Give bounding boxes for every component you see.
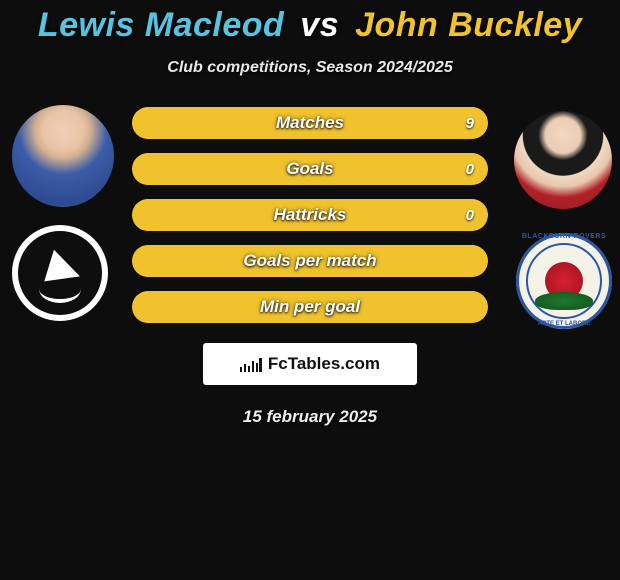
subtitle: Club competitions, Season 2024/2025 bbox=[0, 59, 620, 77]
title-player2: John Buckley bbox=[355, 6, 582, 44]
rose-icon bbox=[545, 262, 583, 300]
stat-bar: Goals0 bbox=[132, 153, 488, 185]
title: Lewis Macleod vs John Buckley bbox=[0, 6, 620, 45]
badge-text-top: BLACKBURN ROVERS bbox=[516, 233, 612, 240]
player1-club-badge bbox=[12, 225, 108, 321]
comparison-card: Lewis Macleod vs John Buckley Club compe… bbox=[0, 0, 620, 427]
title-player1: Lewis Macleod bbox=[38, 6, 284, 44]
bar-value-right: 0 bbox=[466, 207, 474, 224]
badge-text-bottom: ARTE ET LABORE bbox=[516, 321, 612, 327]
bar-label: Min per goal bbox=[132, 297, 488, 317]
attribution-badge: FcTables.com bbox=[203, 343, 417, 385]
bar-label: Goals per match bbox=[132, 251, 488, 271]
attribution-text: FcTables.com bbox=[268, 354, 380, 374]
right-column: BLACKBURN ROVERS ARTE ET LABORE bbox=[502, 105, 612, 329]
left-column bbox=[8, 105, 118, 321]
stats-bars: Matches9Goals0Hattricks0Goals per matchM… bbox=[118, 105, 502, 337]
bar-label: Goals bbox=[132, 159, 488, 179]
stat-bar: Min per goal bbox=[132, 291, 488, 323]
bar-label: Matches bbox=[132, 113, 488, 133]
bar-value-right: 0 bbox=[466, 161, 474, 178]
bar-value-right: 9 bbox=[466, 115, 474, 132]
player1-avatar bbox=[12, 105, 114, 207]
bar-label: Hattricks bbox=[132, 205, 488, 225]
title-vs: vs bbox=[300, 6, 339, 44]
player2-avatar bbox=[514, 111, 612, 209]
plymouth-sail-icon bbox=[40, 247, 80, 282]
stat-bar: Hattricks0 bbox=[132, 199, 488, 231]
date: 15 february 2025 bbox=[0, 407, 620, 427]
stat-bar: Goals per match bbox=[132, 245, 488, 277]
player2-club-badge: BLACKBURN ROVERS ARTE ET LABORE bbox=[516, 233, 612, 329]
stat-bar: Matches9 bbox=[132, 107, 488, 139]
bars-icon bbox=[240, 357, 262, 372]
main-row: Matches9Goals0Hattricks0Goals per matchM… bbox=[0, 105, 620, 337]
